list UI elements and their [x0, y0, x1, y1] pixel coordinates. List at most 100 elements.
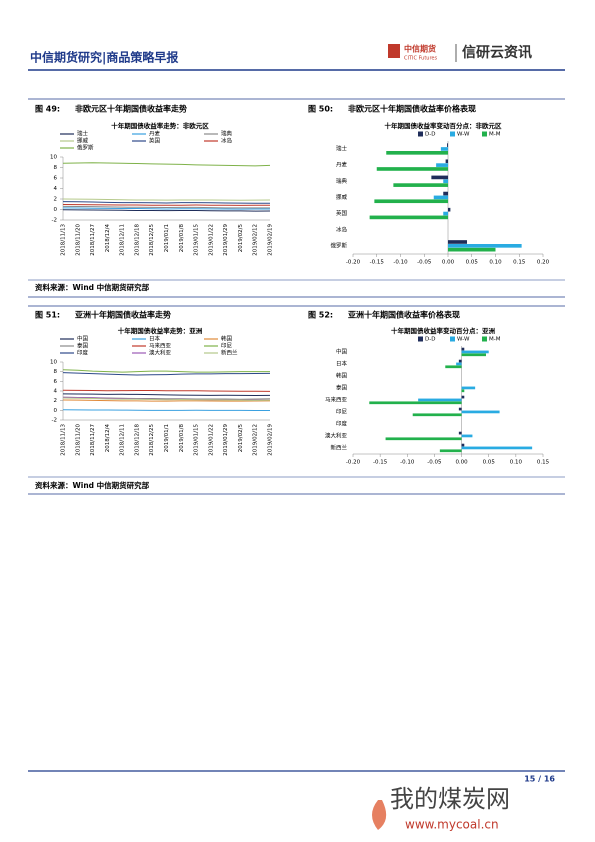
series-line: [62, 372, 271, 376]
bar: [458, 431, 462, 435]
x-tick-label: 2019/02/19: [268, 224, 274, 256]
bar: [369, 215, 448, 220]
series-line: [62, 201, 271, 204]
x-tick-label: 0.10: [510, 460, 523, 466]
x-tick-label: 2019/02/19: [268, 424, 274, 456]
legend-label: 中国: [77, 335, 89, 343]
series-line: [62, 207, 270, 210]
x-tick-label: 0.15: [513, 260, 526, 266]
x-tick-label: 2019/01/29: [223, 424, 229, 456]
category-label: 英国: [336, 209, 348, 217]
source: 资料来源：Wind 中信期货研究部: [35, 480, 150, 490]
x-tick-label: 2019/01/15: [194, 424, 200, 456]
x-tick-label: 2018/12/18: [134, 224, 140, 256]
x-tick-label: -0.05: [427, 460, 442, 466]
x-tick-label: 2018/12/11: [120, 224, 126, 256]
legend-label: 瑞士: [77, 130, 89, 138]
legend-label: 日本: [149, 335, 161, 343]
x-tick-label: 2019/02/5: [238, 224, 244, 253]
bar: [386, 150, 448, 155]
category-label: 新西兰: [330, 444, 347, 452]
bar: [374, 199, 448, 204]
x-tick-label: 2018/12/4: [105, 424, 111, 453]
logo-cn: 中信期货: [404, 44, 436, 54]
legend-label: 马来西亚: [149, 342, 172, 350]
legend-swatch: [418, 336, 423, 342]
x-tick-label: 2019/01/15: [194, 224, 200, 256]
legend-label: W-W: [457, 337, 470, 343]
legend-label: 印度: [77, 349, 89, 357]
x-tick-label: 0.00: [455, 460, 468, 466]
legend-label: 泰国: [77, 342, 89, 350]
legend-swatch: [482, 131, 487, 137]
category-label: 印度: [336, 420, 348, 428]
bar: [448, 207, 451, 212]
watermark-url: www.mycoal.cn: [405, 818, 499, 832]
series-line: [62, 389, 271, 392]
figure-caption: 亚洲十年期国债收益率走势: [75, 310, 171, 320]
legend-label: D-D: [425, 132, 435, 138]
x-tick-label: 2019/02/12: [253, 424, 259, 456]
bar: [436, 163, 448, 167]
y-tick-label: 10: [50, 360, 57, 366]
series-line: [62, 393, 271, 396]
legend-label: 瑞典: [221, 130, 233, 138]
x-tick-label: 2019/02/5: [238, 424, 244, 453]
bar: [461, 389, 465, 393]
x-tick-label: -0.15: [370, 260, 385, 266]
header-title: 中信期货研究|商品策略早报: [30, 50, 178, 65]
figure-caption: 非欧元区十年期国债收益率价格表现: [348, 104, 476, 114]
series-line: [62, 409, 270, 411]
bar: [461, 386, 476, 390]
x-tick-label: 2018/12/11: [120, 424, 126, 456]
bar: [448, 247, 496, 252]
legend-label: 英国: [149, 137, 161, 145]
y-tick-label: 0: [54, 207, 58, 213]
bar: [461, 395, 465, 399]
bar: [461, 353, 486, 357]
y-tick-label: 2: [54, 398, 58, 404]
x-tick-label: 2019/01/22: [208, 224, 214, 256]
x-tick-label: 2018/11/27: [90, 224, 96, 256]
figure-label: 图 51:: [35, 311, 60, 320]
y-tick-label: 6: [54, 379, 58, 385]
bar: [461, 443, 465, 447]
y-tick-label: 0: [54, 408, 58, 414]
bar: [385, 437, 462, 441]
series-line: [62, 397, 271, 401]
bar: [458, 407, 462, 411]
category-label: 俄罗斯: [330, 241, 347, 249]
figure-label: 图 50:: [308, 105, 333, 114]
series-line: [62, 162, 271, 167]
legend-label: M-M: [489, 337, 501, 343]
x-tick-label: 2018/11/13: [61, 224, 67, 256]
series-line: [62, 369, 270, 373]
x-tick-label: 0.05: [466, 260, 479, 266]
legend-label: 韩国: [221, 335, 233, 343]
legend-swatch: [450, 131, 455, 137]
figure-caption: 亚洲十年期国债收益率价格表现: [348, 310, 460, 320]
legend-label: 印尼: [221, 343, 233, 350]
x-tick-label: -0.20: [346, 260, 361, 266]
legend-swatch: [450, 336, 455, 342]
legend-label: 挪威: [77, 137, 89, 145]
x-tick-label: -0.15: [373, 460, 388, 466]
legend-label: D-D: [425, 337, 435, 343]
brand: 信研云资讯: [462, 44, 532, 61]
series-line: [62, 209, 271, 212]
x-tick-label: 2019/01/1: [164, 224, 170, 252]
legend-label: 冰岛: [221, 137, 233, 145]
y-tick-label: 2: [54, 197, 58, 203]
chart-title: 十年期国债收益率走势：非欧元区: [111, 121, 209, 130]
bar: [448, 240, 467, 244]
bar: [418, 398, 462, 402]
y-tick-label: 8: [54, 165, 58, 171]
figure-label: 图 49:: [35, 105, 60, 114]
x-tick-label: 0.20: [537, 260, 550, 266]
bar: [461, 410, 500, 414]
category-label: 瑞士: [336, 145, 348, 153]
category-label: 印尼: [336, 409, 348, 416]
x-tick-label: -0.05: [417, 260, 432, 266]
bar: [461, 434, 473, 438]
